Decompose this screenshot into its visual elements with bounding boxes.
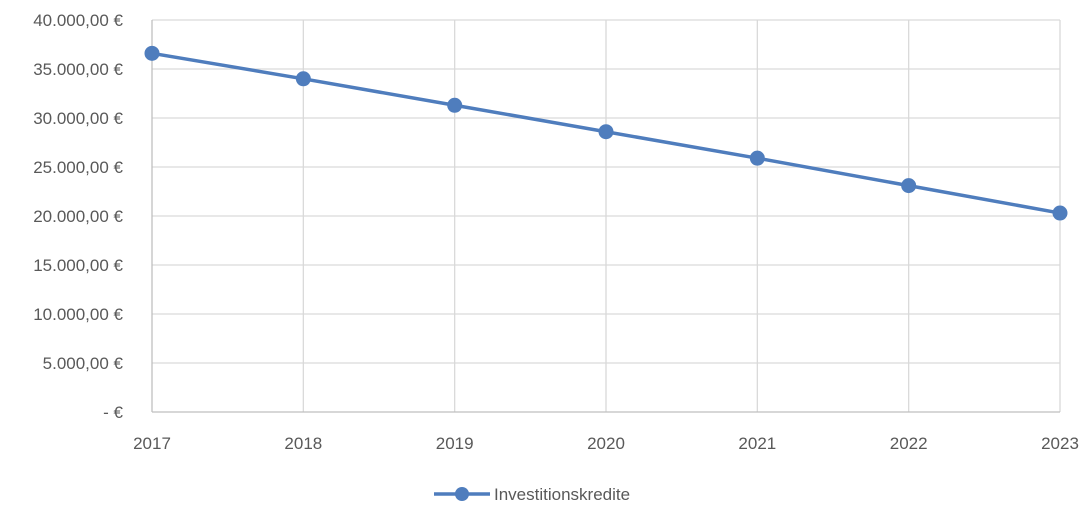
data-point [295,71,311,87]
data-point [598,124,614,140]
y-tick-label: 20.000,00 € [33,207,123,226]
y-tick-label: - € [103,403,123,422]
y-tick-label: 35.000,00 € [33,60,123,79]
series [144,45,1068,221]
legend-marker [455,487,469,501]
data-point [749,150,765,166]
y-tick-label: 30.000,00 € [33,109,123,128]
legend: Investitionskredite [434,485,630,504]
y-tick-label: 10.000,00 € [33,305,123,324]
legend-label: Investitionskredite [494,485,630,504]
x-tick-label: 2021 [738,434,776,453]
y-tick-label: 5.000,00 € [43,354,124,373]
data-point [1052,205,1068,221]
x-tick-label: 2019 [436,434,474,453]
data-point [447,97,463,113]
x-tick-labels: 2017 2018 2019 2020 2021 2022 2023 [133,434,1079,453]
data-point [901,178,917,194]
x-tick-label: 2020 [587,434,625,453]
x-tick-label: 2023 [1041,434,1079,453]
y-tick-labels: - € 5.000,00 € 10.000,00 € 15.000,00 € 20.00… [33,11,123,422]
y-tick-label: 40.000,00 € [33,11,123,30]
x-tick-label: 2022 [890,434,928,453]
x-tick-label: 2017 [133,434,171,453]
gridlines [152,19,1061,412]
y-tick-label: 15.000,00 € [33,256,123,275]
axes [151,20,1060,413]
data-point [144,45,160,61]
x-tick-label: 2018 [284,434,322,453]
y-tick-label: 25.000,00 € [33,158,123,177]
